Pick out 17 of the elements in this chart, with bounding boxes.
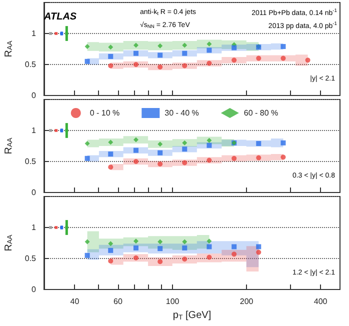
y-tick-label: 1 <box>32 223 37 232</box>
y-tick-label: 0 <box>32 285 37 294</box>
legend-label: 30 - 40 % <box>164 108 199 118</box>
x-tick-label: 40 <box>70 297 80 306</box>
legend-label: 60 - 80 % <box>244 108 278 118</box>
y-tick-label: 0.5 <box>24 60 37 69</box>
x-tick-label: 60 <box>114 297 123 306</box>
y-tick-label: 1 <box>32 126 37 135</box>
x-tick-label: 100 <box>166 297 180 306</box>
y-tick-label: 1 <box>32 29 37 38</box>
y-tick-label: 0 <box>32 91 37 100</box>
legend-label: 0 - 10 % <box>90 108 120 118</box>
y-tick-label: 0.5 <box>24 254 37 263</box>
y-tick-label: 0 <box>32 188 37 197</box>
y-tick-label: 0.5 <box>24 157 37 166</box>
x-tick-label: 200 <box>240 297 254 306</box>
x-tick-label: 400 <box>314 297 328 306</box>
